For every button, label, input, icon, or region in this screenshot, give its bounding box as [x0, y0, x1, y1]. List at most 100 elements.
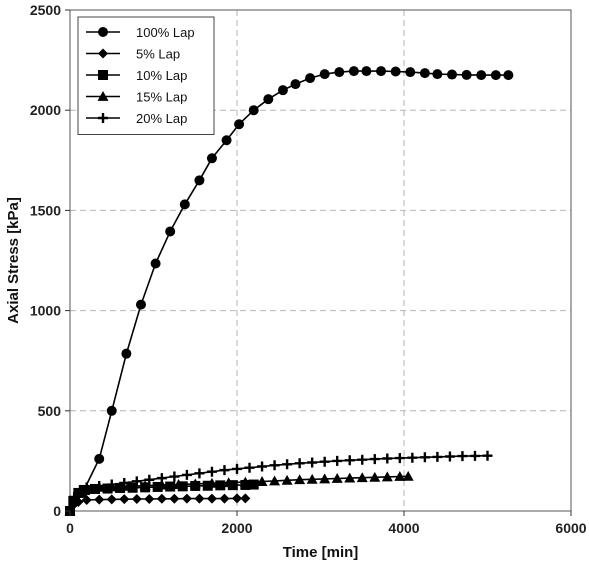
data-point-100pct-lap [221, 135, 232, 146]
data-point-100pct-lap [319, 69, 330, 80]
data-point-100pct-lap [150, 258, 161, 269]
data-point-5pct-lap [240, 493, 251, 504]
data-point-10pct-lap [115, 482, 126, 493]
data-point-15pct-lap [139, 480, 151, 491]
data-point-20pct-lap [282, 459, 293, 470]
data-point-100pct-lap [432, 69, 443, 80]
legend-marker [98, 113, 108, 123]
data-point-15pct-lap [319, 473, 331, 484]
data-point-5pct-lap [156, 493, 167, 504]
data-point-15pct-lap [173, 479, 185, 489]
data-point-10pct-lap [177, 481, 188, 492]
x-tick-label: 2000 [221, 520, 252, 536]
data-point-20pct-lap [469, 450, 480, 461]
legend-label: 5% Lap [136, 47, 180, 62]
legend-marker [98, 48, 108, 59]
data-point-100pct-lap [419, 68, 430, 79]
data-point-5pct-lap [194, 493, 205, 504]
y-axis-label: Axial Stress [kPa] [5, 197, 22, 324]
data-point-100pct-lap [165, 226, 176, 237]
legend-label: 20% Lap [136, 111, 187, 126]
x-tick-label: 4000 [388, 520, 419, 536]
legend-item-10pct-lap: 10% Lap [86, 68, 187, 83]
data-point-20pct-lap [181, 469, 192, 480]
data-point-5pct-lap [131, 493, 142, 504]
data-point-15pct-lap [189, 478, 201, 489]
data-point-15pct-lap [306, 473, 318, 484]
data-point-20pct-lap [144, 474, 155, 485]
legend: 100% Lap 5% Lap 10% Lap 15% Lap 20% Lap [77, 16, 215, 135]
data-point-100pct-lap [106, 405, 117, 416]
data-point-20pct-lap [156, 473, 167, 484]
y-tick-label: 0 [53, 503, 61, 519]
data-point-15pct-lap [402, 470, 414, 481]
data-point-15pct-lap [394, 471, 406, 481]
data-point-20pct-lap [444, 451, 455, 462]
data-point-10pct-lap [248, 479, 259, 490]
y-tick-label: 2000 [30, 102, 61, 118]
data-point-20pct-lap [382, 453, 393, 464]
data-point-100pct-lap [290, 79, 301, 90]
data-point-15pct-lap [122, 480, 134, 491]
data-point-20pct-lap [94, 480, 105, 491]
data-point-20pct-lap [457, 451, 468, 462]
data-point-100pct-lap [503, 70, 514, 81]
data-point-5pct-lap [94, 494, 105, 505]
data-point-20pct-lap [344, 455, 355, 466]
data-point-15pct-lap [356, 472, 368, 483]
data-point-5pct-lap [144, 493, 155, 504]
legend-label: 10% Lap [136, 68, 187, 83]
data-point-100pct-lap [348, 66, 359, 77]
data-point-20pct-lap [332, 455, 343, 466]
data-point-100pct-lap [405, 67, 416, 78]
data-point-100pct-lap [194, 175, 205, 186]
data-point-5pct-lap [81, 494, 92, 505]
data-point-5pct-lap [219, 493, 230, 504]
data-point-20pct-lap [257, 461, 268, 472]
data-point-100pct-lap [490, 70, 501, 81]
series-20pct-lap [65, 450, 493, 516]
data-point-15pct-lap [369, 471, 381, 482]
data-point-15pct-lap [281, 474, 293, 485]
data-point-15pct-lap [294, 474, 306, 485]
y-tick-label: 2500 [30, 2, 61, 18]
data-point-20pct-lap [244, 462, 255, 473]
data-point-5pct-lap [232, 493, 242, 504]
data-point-15pct-lap [256, 476, 268, 486]
legend-marker [98, 27, 108, 37]
data-point-100pct-lap [234, 119, 245, 130]
data-point-15pct-lap [381, 471, 393, 482]
data-point-10pct-lap [102, 483, 113, 494]
plot-frame [69, 9, 572, 512]
data-point-100pct-lap [305, 73, 316, 84]
data-point-100pct-lap [376, 66, 387, 77]
legend-label: 100% Lap [136, 25, 195, 40]
data-point-100pct-lap [248, 105, 259, 116]
data-point-100pct-lap [94, 453, 105, 464]
data-point-20pct-lap [131, 476, 142, 487]
data-point-100pct-lap [361, 66, 372, 77]
legend-marker [97, 91, 109, 101]
data-point-100pct-lap [447, 69, 458, 80]
data-point-100pct-lap [476, 70, 487, 81]
data-point-10pct-lap [215, 480, 226, 491]
data-point-10pct-lap [127, 482, 138, 493]
data-point-100pct-lap [390, 66, 401, 77]
data-point-15pct-lap [344, 472, 356, 483]
data-point-20pct-lap [206, 466, 217, 477]
series-layer [64, 66, 514, 516]
data-point-10pct-lap [165, 481, 176, 492]
data-point-20pct-lap [169, 471, 180, 482]
data-point-5pct-lap [206, 493, 217, 504]
data-point-20pct-lap [232, 463, 242, 474]
data-point-10pct-lap [90, 483, 101, 494]
data-point-20pct-lap [119, 477, 130, 488]
y-tick-label: 1000 [30, 303, 61, 319]
data-point-100pct-lap [179, 199, 190, 210]
data-point-20pct-lap [419, 452, 430, 463]
data-point-15pct-lap [223, 477, 235, 488]
data-point-10pct-lap [152, 481, 163, 492]
data-point-20pct-lap [394, 453, 405, 464]
data-point-15pct-lap [269, 475, 281, 486]
x-tick-label: 6000 [555, 520, 586, 536]
